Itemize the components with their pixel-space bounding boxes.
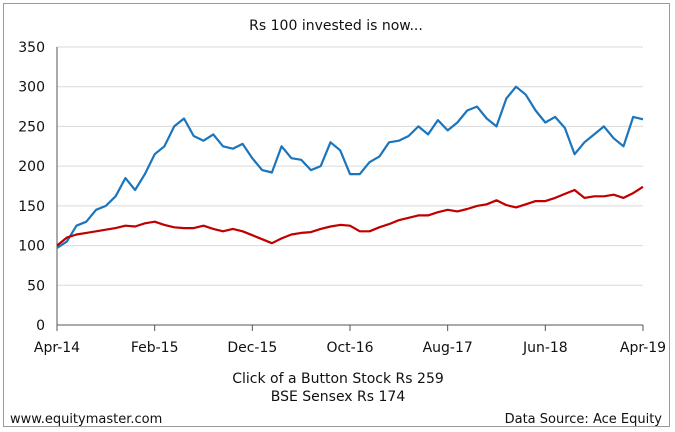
grid-lines [57,46,643,326]
legend-entry-stock: Click of a Button Stock Rs 259 [232,371,444,387]
y-tick-label: 100 [18,239,45,255]
chart-frame [3,3,670,427]
y-tick-label: 250 [18,119,45,135]
website-source: www.equitymaster.com [10,412,162,427]
series-line-sensex [56,185,644,247]
x-tick-label: Apr-19 [620,340,666,356]
x-tick-label: Aug-17 [423,340,473,356]
y-tick-label: 50 [27,278,45,294]
x-tick-label: Feb-15 [131,340,179,356]
x-tick-label: Dec-15 [227,340,277,356]
series-lines [56,85,644,249]
y-tick-label: 300 [18,80,45,96]
legend: Click of a Button Stock Rs 259 BSE Sense… [232,371,444,405]
series-line-stock [56,85,644,249]
y-axis-tick-labels: 0 50 100 150 200 250 300 350 [18,40,45,334]
y-tick-label: 0 [36,318,45,334]
y-tick-label: 150 [18,199,45,215]
x-axis: Apr-14 Feb-15 Dec-15 Oct-16 Aug-17 Jun-18 Apr-… [34,47,666,356]
data-source: Data Source: Ace Equity [505,412,663,427]
chart-title: Rs 100 invested is now... [249,18,423,34]
x-tick-label: Jun-18 [522,340,568,356]
y-tick-label: 350 [18,40,45,56]
x-tick-label: Oct-16 [326,340,373,356]
x-tick-label: Apr-14 [34,340,80,356]
legend-entry-sensex: BSE Sensex Rs 174 [271,389,406,405]
y-tick-label: 200 [18,159,45,175]
